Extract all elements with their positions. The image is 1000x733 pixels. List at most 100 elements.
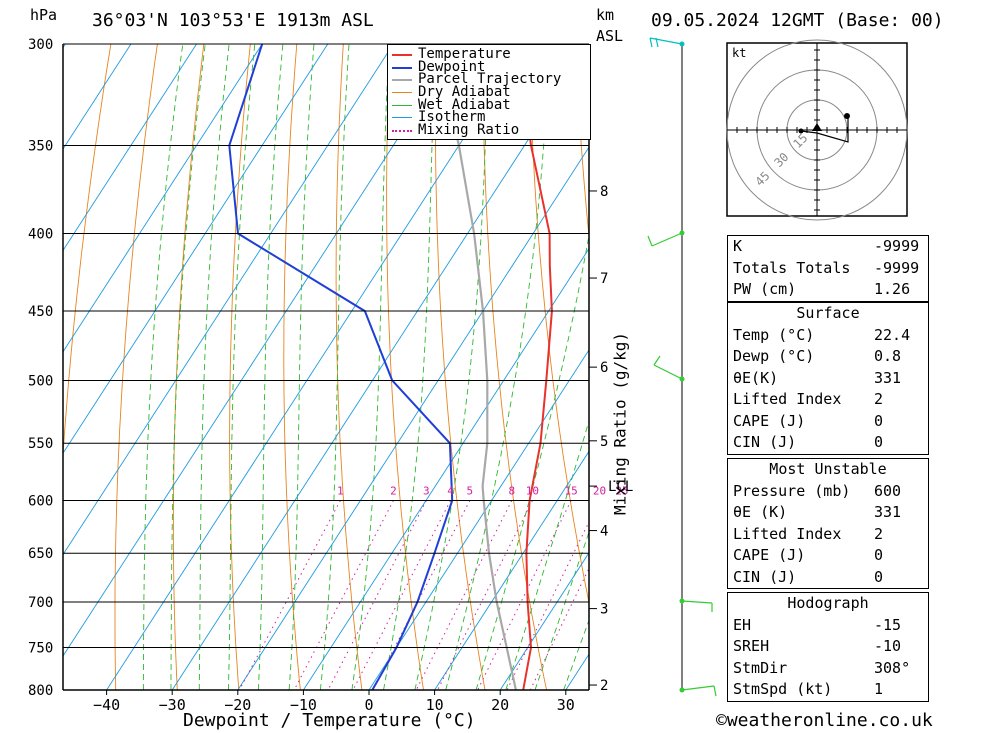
legend-swatch <box>392 54 412 56</box>
wet-adiabat-line <box>351 44 390 690</box>
sreh-value: -10 <box>874 637 902 655</box>
mixing-ratio-line <box>506 520 589 690</box>
mixing-ratio-label: 10 <box>526 485 539 498</box>
stmdir-value: 308° <box>874 658 911 677</box>
hodograph-table: Hodograph EH -15 SREH -10 StmDir 308° StmSp… <box>727 592 929 702</box>
pressure-tick-label: 400 <box>28 226 53 242</box>
km-tick-label: 4 <box>600 524 608 540</box>
x-tick-label: −20 <box>224 696 251 714</box>
isotherm-line <box>434 450 589 690</box>
mu-theta-label: θE (K) <box>733 503 788 521</box>
pressure-tick-label: 450 <box>28 304 53 320</box>
wind-barb-dot <box>679 598 685 604</box>
wind-barb-dot <box>679 41 685 47</box>
wet-adiabat-line <box>534 530 589 690</box>
hodograph-title: Hodograph <box>787 594 869 612</box>
legend-swatch <box>392 130 412 133</box>
legend-label: Temperature <box>418 46 511 62</box>
hodograph-unit: kt <box>732 46 747 60</box>
legend-label: Isotherm <box>418 109 486 126</box>
surface-theta-label: θE(K) <box>733 368 779 387</box>
surface-cape-label: CAPE (J) <box>733 411 806 430</box>
wind-barb-dot <box>679 376 685 382</box>
mixing-ratio-label: 15 <box>564 485 577 498</box>
most-unstable-table: Most Unstable Pressure (mb) 600 θE (K) 331… <box>727 458 929 589</box>
dry-adiabat-line <box>229 44 251 690</box>
dewpoint-line <box>228 44 454 690</box>
legend-swatch <box>392 104 412 106</box>
k-index-value: -9999 <box>874 237 920 255</box>
isotherm-line <box>106 44 525 690</box>
copyright-link[interactable]: ©weatheronline.co.uk <box>716 710 933 731</box>
isotherm-line <box>368 349 589 690</box>
x-tick-label: −30 <box>159 696 186 714</box>
datetime-title: 09.05.2024 12GMT (Base: 00) <box>651 10 944 31</box>
dry-adiabat-line <box>283 44 301 690</box>
eh-value: -15 <box>874 615 902 634</box>
pw-label: PW (cm) <box>733 280 797 298</box>
mixing-ratio-line <box>327 500 427 690</box>
indices-table: K -9999 Totals Totals -9999 PW (cm) 1.26 <box>727 235 929 302</box>
surface-cin-label: CIN (J) <box>733 433 797 451</box>
hodograph-trace <box>800 116 849 143</box>
temperature-line <box>517 44 553 690</box>
mixing-ratio-line <box>352 500 451 690</box>
pressure-tick-label: 300 <box>28 37 53 53</box>
totals-totals-value: -9999 <box>874 258 920 277</box>
isotherm-line <box>63 44 460 657</box>
wet-adiabat-line <box>319 44 350 690</box>
legend-swatch <box>392 92 412 94</box>
mixing-ratio-label: 1 <box>337 485 344 498</box>
km-tick-label: 8 <box>600 184 608 200</box>
wet-adiabat-line <box>414 44 490 690</box>
dry-adiabat-line <box>994 44 1000 690</box>
isotherm-line <box>63 44 197 252</box>
surface-table: Surface Temp (°C) 22.4 Dewp (°C) 0.8 θE(K)… <box>727 302 929 455</box>
isotherm-line <box>303 247 589 690</box>
pressure-tick-label: 550 <box>28 436 53 452</box>
mixing-ratio-label: 4 <box>447 485 454 498</box>
mu-li-label: Lifted Index <box>733 524 842 543</box>
km-tick-label: 3 <box>600 602 608 618</box>
pressure-tick-label: 800 <box>28 683 53 699</box>
wet-adiabat-line <box>227 44 256 690</box>
isotherm-line <box>63 44 329 455</box>
mixing-ratio-line <box>293 500 394 690</box>
surface-temp-label: Temp (°C) <box>733 325 815 344</box>
most-unstable-title: Most Unstable <box>769 460 887 478</box>
mu-li-value: 2 <box>874 524 884 543</box>
legend-entry: Dry Adiabat <box>388 85 590 99</box>
mu-cin-label: CIN (J) <box>733 567 797 586</box>
mixing-ratio-line <box>477 500 572 690</box>
mixing-ratio-axis-label: Mixing Ratio (g/kg) <box>610 331 630 516</box>
legend-label: Parcel Trajectory <box>418 71 562 88</box>
surface-cin-value: 0 <box>874 433 884 451</box>
mixing-ratio-line <box>238 500 341 690</box>
isotherm-line <box>63 44 263 353</box>
legend-label: Dewpoint <box>418 58 486 75</box>
location-title: 36°03'N 103°53'E 1913m ASL <box>92 10 374 31</box>
legend-entry: Parcel Trajectory <box>388 71 590 88</box>
km-tick-label: 5 <box>600 434 608 450</box>
surface-temp-value: 22.4 <box>874 325 911 344</box>
legend-entry: Mixing Ratio <box>388 123 590 137</box>
legend-entry: Temperature <box>388 46 590 62</box>
pressure-tick-label: 700 <box>28 595 53 611</box>
mu-cape-label: CAPE (J) <box>733 546 806 564</box>
wet-adiabat-line <box>288 44 315 690</box>
x-tick-label: −10 <box>290 696 317 714</box>
dry-adiabat-line <box>575 44 589 241</box>
surface-dewp-value: 0.8 <box>874 347 902 365</box>
wet-adiabat-line <box>142 44 184 690</box>
mixing-ratio-label: 25 <box>615 485 628 498</box>
x-axis-title: Dewpoint / Temperature (°C) <box>183 710 476 731</box>
wet-adiabat-line <box>257 44 284 690</box>
legend-swatch <box>392 117 412 119</box>
mixing-ratio-label: 5 <box>466 485 473 498</box>
legend: Temperature Dewpoint Parcel Trajectory Dry … <box>387 44 591 140</box>
hodograph-point <box>844 113 850 119</box>
dry-adiabat-line <box>114 44 158 690</box>
pressure-tick-label: 750 <box>28 640 53 656</box>
wind-barb-dot <box>679 687 685 693</box>
isotherm-line <box>63 44 132 150</box>
